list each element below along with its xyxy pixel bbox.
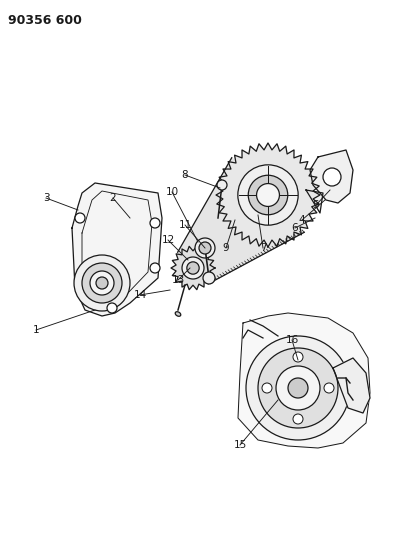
Circle shape bbox=[237, 165, 298, 225]
Polygon shape bbox=[332, 358, 369, 413]
Circle shape bbox=[203, 272, 215, 284]
Text: 90356 600: 90356 600 bbox=[8, 14, 82, 27]
Circle shape bbox=[182, 257, 203, 279]
Polygon shape bbox=[309, 150, 352, 203]
Circle shape bbox=[323, 383, 333, 393]
Text: 15: 15 bbox=[233, 440, 246, 450]
Text: 11: 11 bbox=[178, 220, 191, 230]
Circle shape bbox=[292, 414, 302, 424]
Circle shape bbox=[194, 238, 215, 258]
Circle shape bbox=[150, 263, 160, 273]
Circle shape bbox=[245, 336, 349, 440]
Circle shape bbox=[322, 168, 340, 186]
Circle shape bbox=[217, 180, 227, 190]
Circle shape bbox=[257, 348, 337, 428]
Circle shape bbox=[287, 378, 307, 398]
Polygon shape bbox=[305, 190, 322, 213]
Text: 1: 1 bbox=[32, 325, 39, 335]
Circle shape bbox=[90, 271, 114, 295]
Polygon shape bbox=[215, 143, 319, 247]
Circle shape bbox=[198, 242, 211, 254]
Ellipse shape bbox=[175, 312, 180, 316]
Circle shape bbox=[96, 277, 108, 289]
Text: 2: 2 bbox=[109, 193, 116, 203]
Text: 8: 8 bbox=[181, 170, 188, 180]
Polygon shape bbox=[170, 246, 215, 289]
Text: 3: 3 bbox=[43, 193, 49, 203]
Text: 7: 7 bbox=[259, 243, 265, 253]
Circle shape bbox=[292, 352, 302, 362]
Text: 5: 5 bbox=[312, 200, 318, 210]
Text: 13: 13 bbox=[171, 275, 184, 285]
Circle shape bbox=[150, 218, 160, 228]
Text: 4: 4 bbox=[298, 215, 304, 225]
Text: 6: 6 bbox=[291, 223, 298, 233]
Text: 14: 14 bbox=[133, 290, 146, 300]
Text: 12: 12 bbox=[161, 235, 174, 245]
Circle shape bbox=[248, 175, 287, 215]
Circle shape bbox=[82, 263, 122, 303]
Circle shape bbox=[275, 366, 319, 410]
Text: 16: 16 bbox=[285, 335, 298, 345]
Polygon shape bbox=[237, 313, 369, 448]
Polygon shape bbox=[72, 183, 162, 316]
Circle shape bbox=[256, 183, 279, 206]
Circle shape bbox=[261, 383, 271, 393]
Circle shape bbox=[107, 303, 117, 313]
Text: 10: 10 bbox=[165, 187, 178, 197]
Circle shape bbox=[186, 262, 198, 274]
Text: 9: 9 bbox=[222, 243, 229, 253]
Circle shape bbox=[74, 255, 130, 311]
Circle shape bbox=[75, 213, 85, 223]
Polygon shape bbox=[177, 158, 304, 284]
